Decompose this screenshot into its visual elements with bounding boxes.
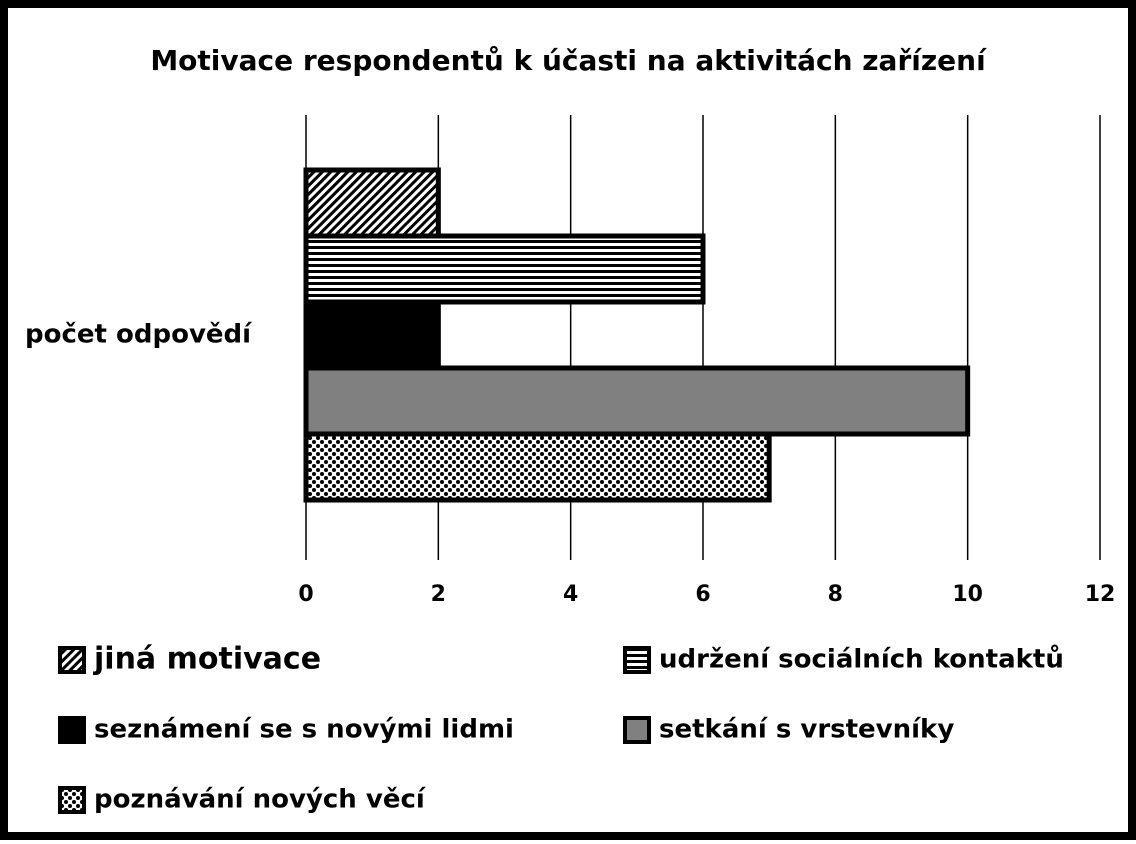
legend-swatch	[623, 646, 651, 674]
x-tick-label: 0	[298, 582, 313, 607]
chart-title: Motivace respondentů k účasti na aktivit…	[150, 44, 987, 77]
bar	[303, 365, 971, 437]
bar	[303, 167, 441, 239]
legend-label: poznávání nových věcí	[94, 785, 427, 815]
bar	[303, 233, 706, 305]
x-tick-label: 2	[431, 582, 446, 607]
legend-label: setkání s vrstevníky	[659, 715, 954, 745]
y-tick-label: počet odpovědí	[25, 320, 253, 350]
x-tick-label: 8	[828, 582, 843, 607]
x-tick-label: 12	[1085, 582, 1116, 607]
legend-label: jiná motivace	[93, 642, 321, 677]
bar	[303, 299, 441, 371]
legend-swatch	[58, 716, 86, 744]
bar	[303, 431, 772, 503]
legend-swatch	[58, 646, 86, 674]
x-tick-label: 6	[695, 582, 710, 607]
legend-label: seznámení se s novými lidmi	[94, 715, 514, 745]
legend-label: udržení sociálních kontaktů	[659, 644, 1064, 675]
x-tick-label: 4	[563, 582, 578, 607]
legend-swatch	[623, 716, 651, 744]
x-tick-label: 10	[952, 582, 983, 607]
legend-swatch	[58, 786, 86, 814]
